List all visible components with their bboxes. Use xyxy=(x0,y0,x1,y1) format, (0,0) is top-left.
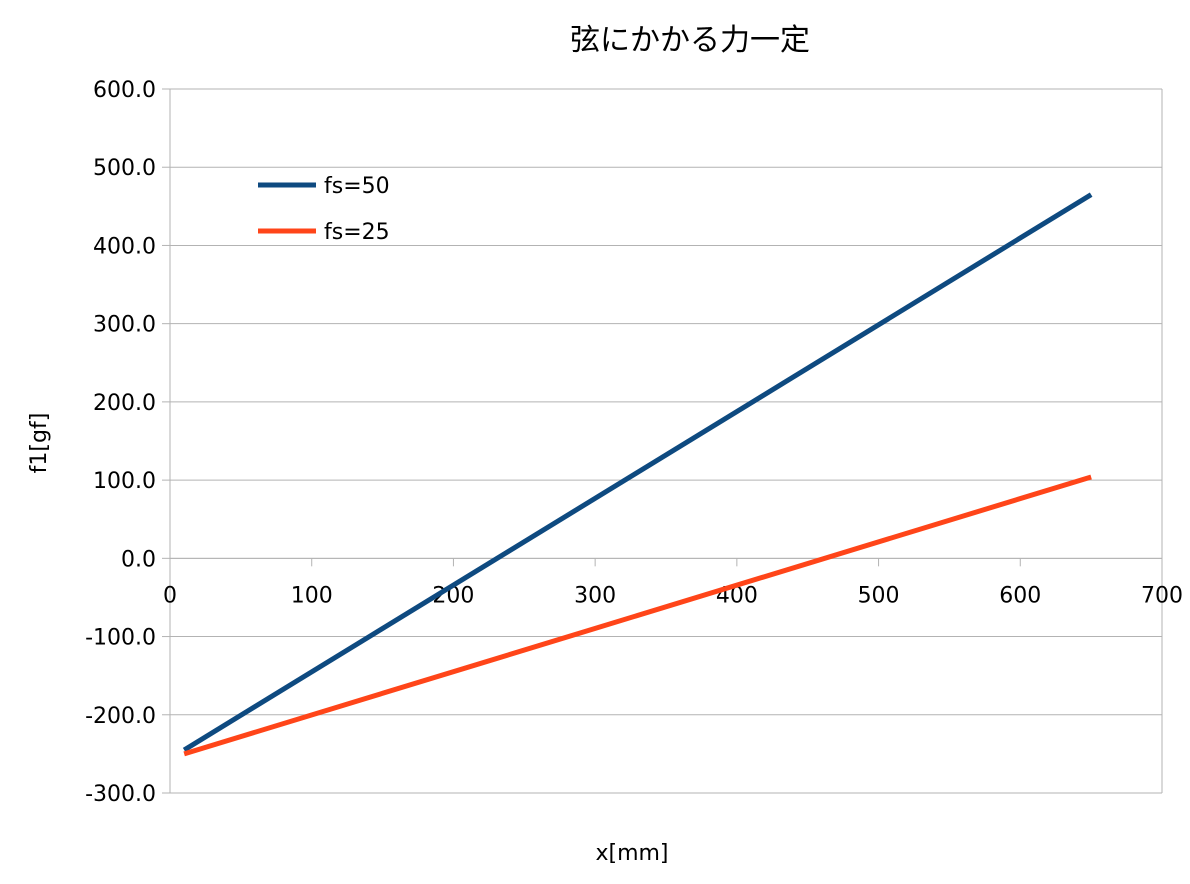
y-tick-labels: -300.0 -200.0 -100.0 0.0 100.0 200.0 300.0 400.… xyxy=(85,78,156,807)
legend: fs=50 fs=25 xyxy=(258,174,390,245)
y-tick-label: 500.0 xyxy=(93,156,156,181)
y-tick-label: 100.0 xyxy=(93,469,156,494)
series-line-1 xyxy=(182,192,1093,753)
y-tick-label: 200.0 xyxy=(93,391,156,416)
series-lines xyxy=(182,192,1093,757)
grid-lines xyxy=(170,88,1162,794)
x-tick-label: 600 xyxy=(999,583,1041,608)
x-tick-label: 300 xyxy=(574,583,616,608)
axes xyxy=(162,88,1163,794)
x-tick-label: 0 xyxy=(163,583,177,608)
y-tick-label: 0.0 xyxy=(121,547,156,572)
x-tick-label: 700 xyxy=(1141,583,1183,608)
series-line-2 xyxy=(183,474,1092,757)
y-tick-label: -100.0 xyxy=(85,626,156,651)
y-tick-label: 300.0 xyxy=(93,313,156,338)
y-axis-title: f1[gf] xyxy=(27,413,52,474)
y-tick-label: -200.0 xyxy=(85,704,156,729)
y-tick-label: 400.0 xyxy=(93,234,156,259)
x-axis-title: x[mm] xyxy=(595,841,668,866)
y-tick-label: 600.0 xyxy=(93,78,156,103)
x-tick-label: 500 xyxy=(858,583,900,608)
x-tick-labels: 0 100 200 300 400 500 600 700 xyxy=(163,583,1183,608)
y-tick-label: -300.0 xyxy=(85,782,156,807)
legend-label-1: fs=50 xyxy=(324,174,390,199)
x-tick-label: 100 xyxy=(291,583,333,608)
chart-title: 弦にかかる力一定 xyxy=(570,23,810,58)
legend-label-2: fs=25 xyxy=(324,220,390,245)
